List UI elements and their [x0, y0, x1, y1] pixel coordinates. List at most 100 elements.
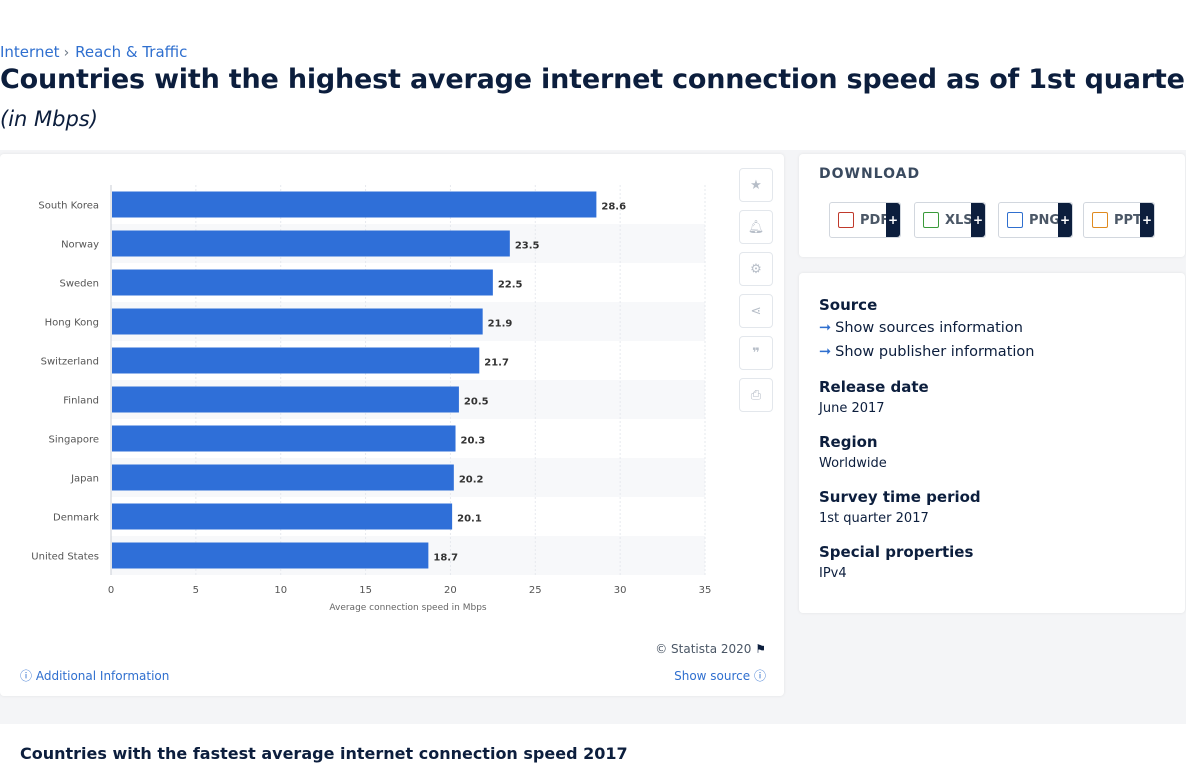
star-icon: ★ [750, 178, 762, 193]
x-tick-label: 5 [193, 585, 199, 596]
bar [112, 231, 510, 257]
quote-icon: ❞ [752, 346, 760, 361]
page-title: Countries with the highest average inter… [0, 64, 1186, 95]
region-value: Worldwide [819, 456, 887, 471]
print-button[interactable]: ⎙ [739, 378, 773, 412]
cite-button[interactable]: ❞ [739, 336, 773, 370]
related-statistic-title[interactable]: Countries with the fastest average inter… [20, 744, 628, 763]
category-label: Norway [61, 240, 99, 251]
data-label: 20.1 [457, 514, 482, 525]
x-tick-label: 20 [444, 585, 457, 596]
info-icon: ⓘ [754, 669, 766, 683]
show-publisher-label: Show publisher information [835, 344, 1034, 360]
pdf-label: PDF [860, 213, 889, 228]
breadcrumb-separator-icon: › [64, 45, 70, 61]
download-card: DOWNLOAD PDF + XLS + PNG + PPT + [799, 154, 1185, 257]
show-source-link[interactable]: Show source ⓘ [674, 667, 766, 684]
bar [112, 348, 479, 374]
plus-icon: + [971, 203, 985, 237]
data-label: 20.5 [464, 397, 489, 408]
data-label: 18.7 [433, 553, 458, 564]
page-subtitle: (in Mbps) [0, 107, 98, 131]
region-heading: Region [819, 433, 878, 451]
category-label: South Korea [38, 201, 99, 212]
data-label: 23.5 [515, 241, 540, 252]
data-label: 20.2 [459, 475, 484, 486]
x-tick-label: 15 [359, 585, 372, 596]
png-file-icon [1007, 212, 1023, 228]
x-tick-label: 35 [699, 585, 712, 596]
show-sources-label: Show sources information [835, 320, 1023, 336]
info-card: Source ➞ Show sources information ➞ Show p… [799, 273, 1185, 613]
gear-icon: ⚙ [750, 262, 762, 277]
release-date-heading: Release date [819, 378, 929, 396]
x-axis-title: Average connection speed in Mbps [329, 603, 487, 613]
download-png-button[interactable]: PNG + [998, 202, 1073, 238]
download-title: DOWNLOAD [819, 166, 920, 182]
copyright-notice: © Statista 2020 ⚑ [655, 642, 766, 656]
xls-file-icon [923, 212, 939, 228]
category-label: Hong Kong [45, 318, 99, 329]
category-label: Finland [63, 396, 99, 407]
download-xls-button[interactable]: XLS + [914, 202, 986, 238]
copyright-text: © Statista 2020 [655, 642, 751, 656]
show-publisher-link[interactable]: ➞ Show publisher information [819, 344, 1034, 360]
png-label: PNG [1029, 213, 1060, 228]
download-pdf-button[interactable]: PDF + [829, 202, 901, 238]
bar [112, 309, 483, 335]
notification-button[interactable]: 🔔︎ [739, 210, 773, 244]
download-ppt-button[interactable]: PPT + [1083, 202, 1155, 238]
arrow-right-icon: ➞ [819, 344, 831, 360]
info-icon: ⓘ [20, 669, 32, 683]
category-label: Denmark [53, 513, 99, 524]
breadcrumb-item-reach-traffic[interactable]: Reach & Traffic [75, 43, 187, 61]
special-properties-heading: Special properties [819, 543, 973, 561]
survey-period-heading: Survey time period [819, 488, 981, 506]
bar [112, 426, 456, 452]
data-label: 20.3 [461, 436, 486, 447]
plus-icon: + [1058, 203, 1072, 237]
print-icon: ⎙ [751, 388, 761, 403]
bar [112, 270, 493, 296]
xls-label: XLS [945, 213, 973, 228]
bar [112, 504, 452, 530]
additional-information-label: Additional Information [36, 669, 170, 683]
chart-card: South Korea 28.6 Norway 23.5 Sweden 22.5 Hong … [0, 154, 784, 696]
show-source-label: Show source [674, 669, 750, 683]
favorite-button[interactable]: ★ [739, 168, 773, 202]
category-label: Sweden [59, 279, 99, 290]
category-label: Japan [70, 474, 99, 485]
bar [112, 192, 596, 218]
x-tick-label: 10 [274, 585, 287, 596]
additional-information-link[interactable]: ⓘ Additional Information [20, 667, 169, 684]
bar [112, 465, 454, 491]
bar [112, 387, 459, 413]
plus-icon: + [1140, 203, 1154, 237]
settings-button[interactable]: ⚙ [739, 252, 773, 286]
data-label: 21.7 [484, 358, 509, 369]
bar-chart: South Korea 28.6 Norway 23.5 Sweden 22.5 Hong … [0, 154, 784, 624]
flag-icon[interactable]: ⚑ [755, 642, 766, 656]
data-label: 22.5 [498, 280, 523, 291]
arrow-right-icon: ➞ [819, 320, 831, 336]
plus-icon: + [886, 203, 900, 237]
release-date-value: June 2017 [819, 401, 885, 416]
x-tick-label: 0 [108, 585, 114, 596]
bell-icon: 🔔︎ [748, 220, 765, 235]
data-label: 21.9 [488, 319, 513, 330]
bar [112, 543, 428, 569]
category-label: Switzerland [41, 357, 99, 368]
show-sources-link[interactable]: ➞ Show sources information [819, 320, 1023, 336]
pdf-file-icon [838, 212, 854, 228]
category-label: Singapore [49, 435, 99, 446]
breadcrumb: Internet › Reach & Traffic [0, 43, 187, 61]
x-tick-label: 30 [614, 585, 627, 596]
source-heading: Source [819, 296, 877, 314]
data-label: 28.6 [601, 202, 626, 213]
survey-period-value: 1st quarter 2017 [819, 511, 929, 526]
share-button[interactable]: ⋖ [739, 294, 773, 328]
x-tick-label: 25 [529, 585, 542, 596]
category-label: United States [31, 552, 99, 563]
ppt-label: PPT [1114, 213, 1142, 228]
breadcrumb-item-internet[interactable]: Internet [0, 43, 60, 61]
